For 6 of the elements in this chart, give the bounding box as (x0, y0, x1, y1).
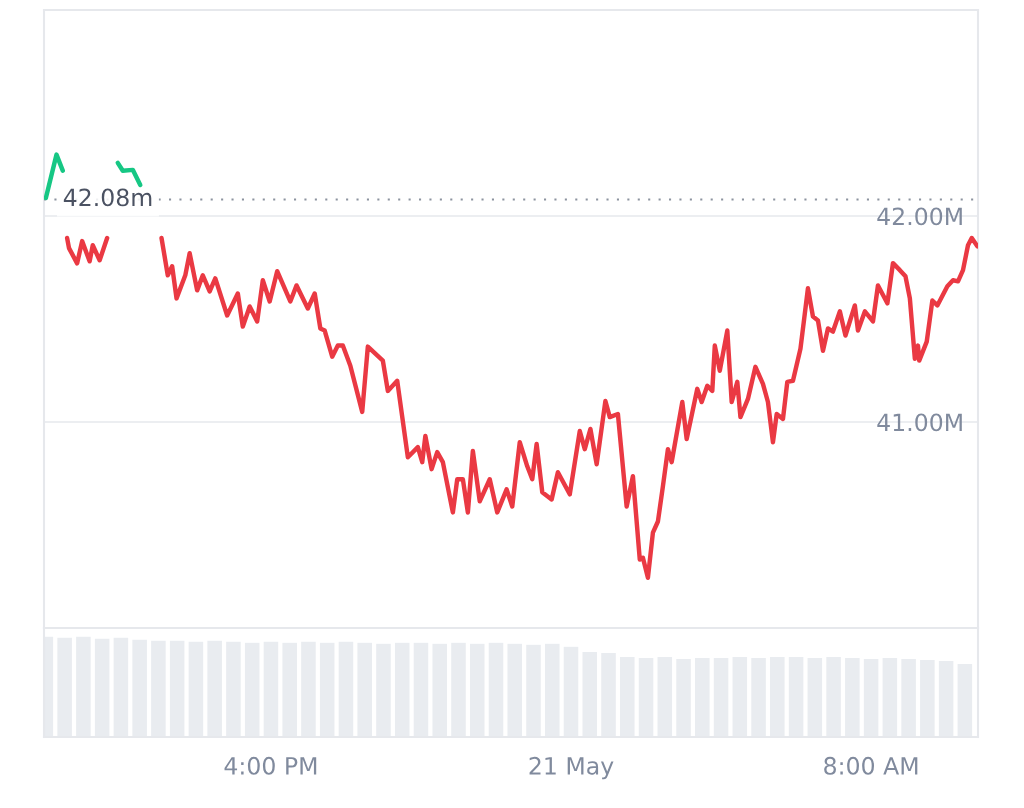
x-tick-label: 21 May (529, 756, 614, 780)
y-tick-label: 41.00M (877, 413, 962, 432)
x-tick-label: 4:00 PM (224, 756, 317, 775)
ref-line-label: 42.08m (63, 188, 152, 207)
y-tick-label: 42.00M (877, 207, 962, 226)
x-tick-label: 8:00 AM (824, 756, 918, 775)
